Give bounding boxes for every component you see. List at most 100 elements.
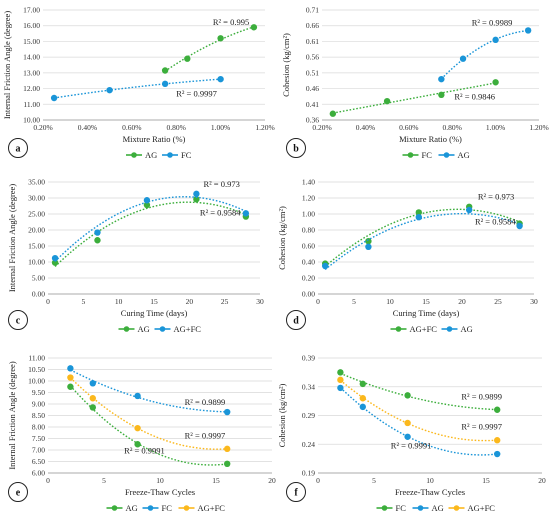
data-point-fc [217,75,224,83]
x-tick-label: 0 [46,476,50,485]
x-tick-label: 0.80% [167,123,186,132]
y-tick-label: 0.00 [302,290,315,299]
y-tick-label: 17.00 [23,6,40,15]
panel-c: 0.00 5.00 10.00 15.00 20.00 25.00 30.00 35.00 0 5… [7,178,264,335]
x-axis-label: Freeze-Thaw Cycles [395,487,465,497]
x-axis-label: Mixture Ratio (%) [123,134,186,144]
r-squared-label: R² = 0.973 [203,179,239,189]
x-tick-label: 0.20% [33,123,52,132]
x-tick-label: 20 [268,476,276,485]
data-point-fc [438,91,445,99]
y-tick-label: 10.50 [28,365,45,374]
trendline-fc [70,369,228,413]
data-point-ag [193,196,200,203]
x-tick-label: 1.20% [255,123,274,132]
data-point-ag [217,35,224,42]
legend-label: FC [181,150,192,160]
data-point-ag-fc [224,445,231,453]
y-tick-label: 0.20 [302,274,315,283]
r-squared-label: R² = 0.995 [213,17,249,27]
x-axis-label: Curing Time (days) [393,308,460,318]
data-point-ag [415,214,422,221]
y-tick-label: 0.66 [306,21,319,30]
legend-swatch-marker [407,152,414,158]
r-squared-label: R² = 0.973 [478,192,514,202]
data-point-ag [459,55,467,62]
data-point-ag [89,404,97,411]
data-point-fc [50,94,58,102]
r-squared-label: R² = 0.9997 [185,431,226,441]
data-point-fc [106,86,113,94]
y-axis-label: Cohesion (kg/cm²) [277,206,287,270]
data-point-ag-fc [89,395,97,402]
x-tick-label: 15 [482,476,490,485]
panel-letter: b [293,144,299,155]
legend-label: AG+FC [198,503,226,513]
panel-badge [8,138,28,158]
y-tick-label: 7.00 [32,446,45,455]
y-tick-label: 7.50 [32,434,45,443]
data-point-ag [466,206,473,214]
panel-badge [286,138,306,158]
r-squared-label: R² = 0.9991 [391,440,432,450]
y-tick-label: 0.71 [306,6,319,15]
legend-swatch-marker [131,152,137,158]
y-tick-label: 6.00 [32,469,45,478]
y-axis-label: Internal Friction Angle (degree) [2,11,12,120]
panel-badge [286,310,306,330]
legend-swatch-marker [453,505,460,511]
y-axis-label: Cohesion (kg/cm²) [281,33,291,97]
data-point-ag [161,67,169,74]
y-tick-label: 0.19 [302,469,315,478]
x-tick-label: 10 [115,297,123,306]
legend-label: FC [422,150,433,160]
y-tick-label: 0.34 [302,382,315,391]
legend-label: AG+FC [468,503,496,513]
y-tick-label: 0.46 [306,84,319,93]
data-point-fc [359,380,366,388]
data-point-ag-fc [67,374,74,381]
panel-letter: a [16,144,21,155]
x-tick-label: 10 [386,297,394,306]
trendline-fc [53,78,221,99]
data-point-ag [492,36,499,44]
data-point-ag [516,222,523,230]
y-tick-label: 5.00 [32,274,45,283]
x-tick-label: 0.60% [122,123,141,132]
y-tick-label: 25.00 [28,210,45,219]
data-point-ag-fc [193,190,200,198]
panel-badge [8,310,28,330]
x-tick-label: 5 [372,476,376,485]
x-axis-label: Curing Time (days) [121,308,188,318]
trendline-ag [339,387,498,456]
legend-label: AG [126,503,138,513]
y-tick-label: 11.00 [28,354,45,363]
data-point-fc [89,380,97,387]
y-tick-label: 0.36 [306,116,319,125]
legend-label: AG [432,503,444,513]
legend-swatch-marker [111,505,118,511]
x-tick-label: 25 [221,297,229,306]
trendline-ag [54,201,247,268]
data-point-ag [67,383,74,390]
x-axis-label: Mixture Ratio (%) [399,134,462,144]
legend-label: AG+FC [174,324,202,334]
y-tick-label: 6.50 [32,457,45,466]
data-point-ag-fc [365,238,372,245]
legend-swatch-marker [159,326,166,332]
y-tick-label: 0.41 [306,100,319,109]
x-tick-label: 10 [156,476,164,485]
panel-a: 10.00 11.00 12.00 13.00 14.00 15.00 16.00 17.00… [2,6,275,161]
panel-letter: d [293,316,299,327]
y-tick-label: 10.00 [28,377,45,386]
x-tick-label: 5 [352,297,356,306]
data-point-ag [337,384,344,392]
data-point-ag [224,460,231,467]
x-tick-label: 1.00% [211,123,230,132]
y-tick-label: 12.00 [23,84,40,93]
x-tick-label: 15 [422,297,430,306]
legend-label: FC [162,503,173,513]
y-tick-label: 20.00 [28,226,45,235]
y-tick-label: 1.20 [302,194,315,203]
